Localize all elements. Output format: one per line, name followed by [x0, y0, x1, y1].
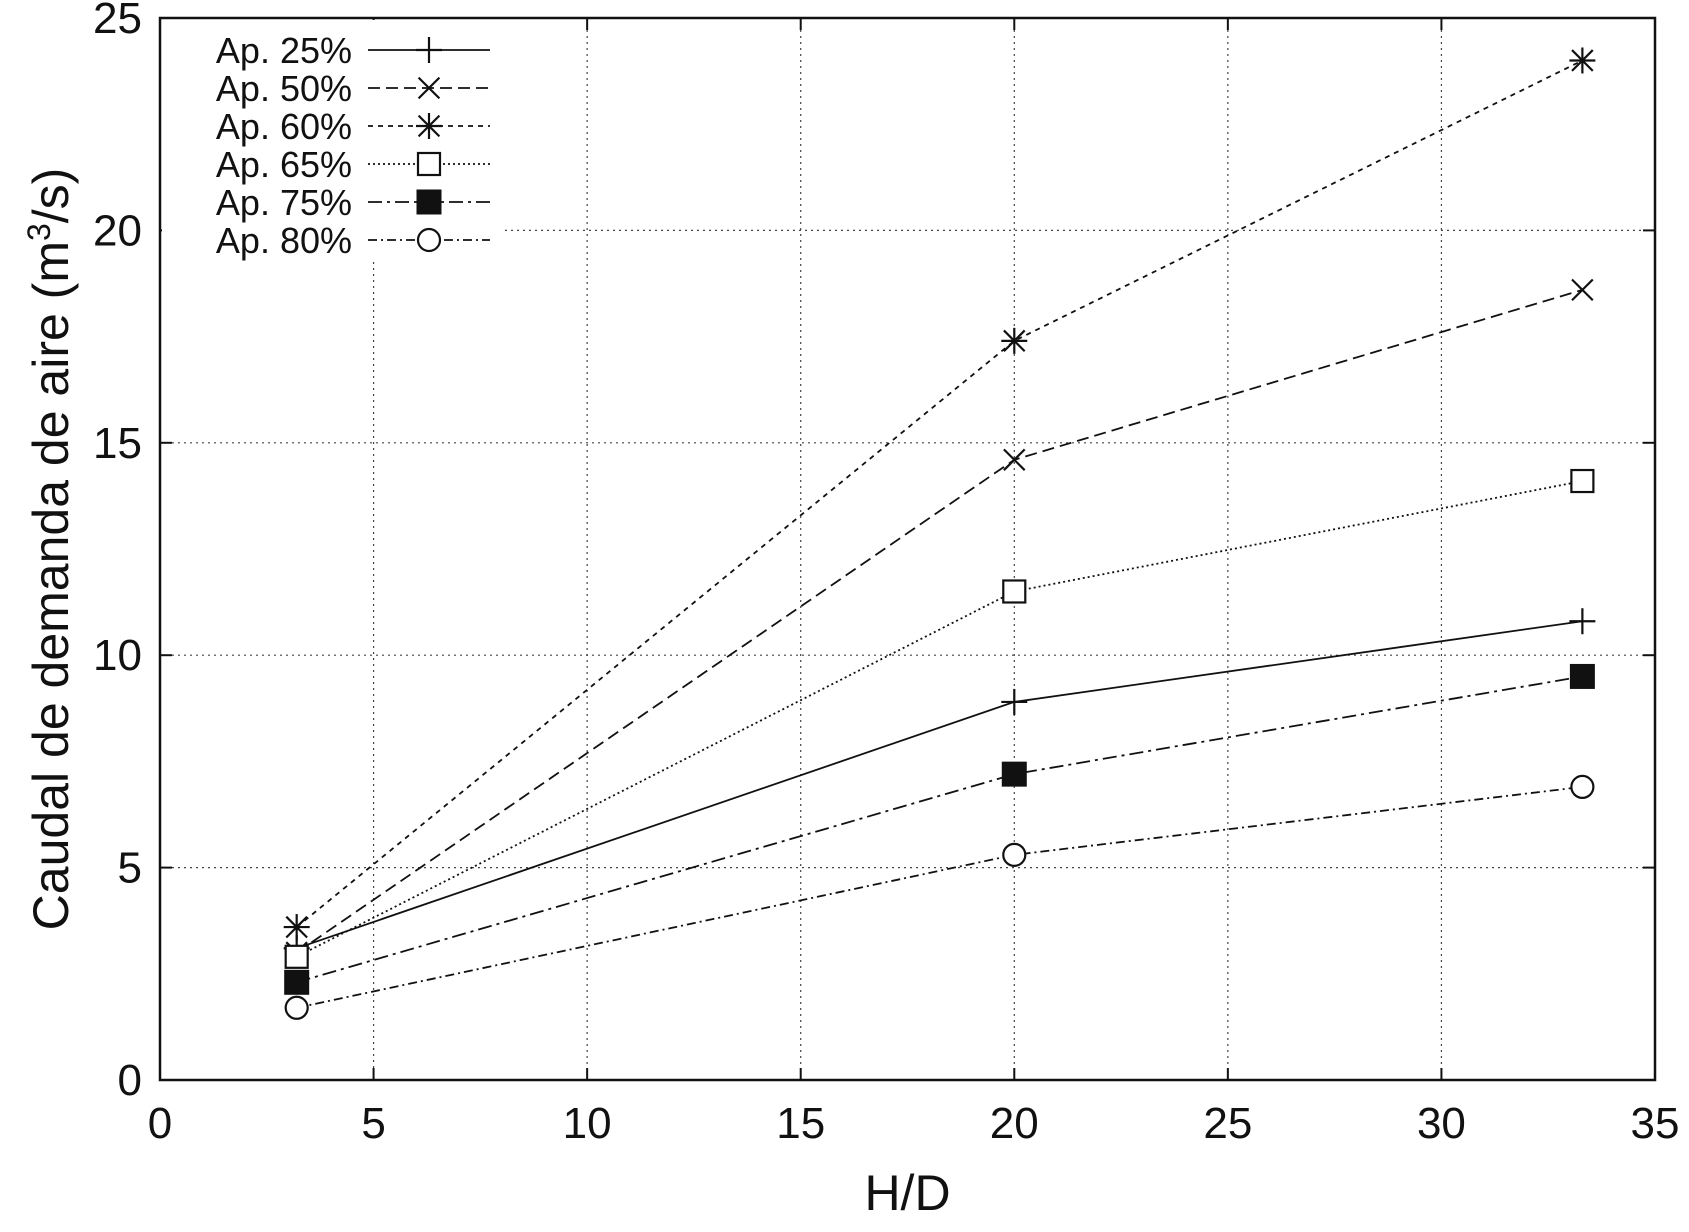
data-point-marker — [417, 76, 441, 100]
y-axis-title-superscript: 3 — [21, 223, 57, 241]
legend-label: Ap. 80% — [216, 220, 352, 261]
y-tick-label: 25 — [93, 0, 142, 43]
marker-square — [284, 944, 309, 969]
legend-entry: Ap. 75% — [216, 182, 490, 223]
legend-label: Ap. 75% — [216, 182, 352, 223]
series-line — [296, 620, 1583, 950]
x-tick-label: 35 — [1631, 1099, 1680, 1148]
marker-stroke — [417, 114, 441, 138]
marker-stroke — [1003, 329, 1026, 353]
marker-square — [1001, 761, 1027, 787]
series-line — [296, 289, 1583, 954]
data-point-marker — [1003, 448, 1026, 471]
x-tick-label: 25 — [1203, 1099, 1252, 1148]
data-point-marker — [416, 151, 442, 177]
data-point-marker — [1570, 774, 1595, 799]
marker-square — [416, 151, 442, 177]
legend-label: Ap. 25% — [216, 30, 352, 71]
data-point-marker — [284, 969, 310, 995]
data-point-marker — [1001, 761, 1027, 787]
legend-label: Ap. 65% — [216, 144, 352, 185]
data-point-marker — [416, 189, 442, 215]
series-ap-50- — [285, 278, 1594, 964]
series-ap-75- — [284, 663, 1595, 995]
data-point-marker — [416, 37, 442, 63]
data-point-marker — [284, 944, 309, 969]
series-ap-80- — [284, 774, 1595, 1020]
axis-ticks: 0 5 10 15 20 25 30 35 0 5 10 15 20 25 — [93, 0, 1679, 1148]
x-tick-label: 20 — [990, 1099, 1039, 1148]
y-axis-title-main: Caudal de demanda de aire (m — [23, 241, 79, 930]
data-point-marker — [283, 914, 310, 941]
data-point-marker — [1571, 278, 1594, 302]
marker-stroke — [285, 915, 308, 939]
y-tick-label: 10 — [93, 631, 142, 680]
legend-label: Ap. 50% — [216, 68, 352, 109]
legend-entry: Ap. 65% — [216, 144, 490, 185]
x-axis-title: H/D — [864, 1165, 950, 1221]
legend-entry: Ap. 60% — [216, 106, 490, 147]
marker-stroke — [1571, 49, 1594, 72]
data-point-marker — [1570, 468, 1595, 494]
data-point-marker — [1569, 47, 1596, 74]
marker-square — [1002, 579, 1027, 604]
data-point-marker — [1001, 327, 1028, 354]
x-tick-label: 10 — [563, 1099, 612, 1148]
marker-circle — [416, 227, 442, 253]
series-ap-60- — [283, 47, 1596, 941]
marker-stroke — [1003, 448, 1026, 471]
marker-square — [1569, 663, 1595, 689]
series-line — [296, 785, 1583, 1009]
marker-stroke — [1571, 278, 1594, 302]
y-tick-label: 5 — [118, 844, 142, 893]
series-ap-65- — [284, 468, 1595, 969]
y-axis-title: Caudal de demanda de aire (m3/s) — [21, 168, 79, 931]
data-point-marker — [1002, 842, 1027, 867]
data-point-marker — [1569, 608, 1596, 635]
x-tick-label: 5 — [361, 1099, 385, 1148]
data-point-marker — [1002, 579, 1027, 604]
series-ap-25- — [283, 608, 1596, 962]
marker-circle — [1570, 774, 1595, 799]
marker-circle — [284, 995, 309, 1020]
data-point-marker — [416, 113, 442, 139]
data-point-marker — [1569, 663, 1595, 689]
series-layer — [283, 47, 1596, 1020]
x-tick-label: 30 — [1417, 1099, 1466, 1148]
legend-entry: Ap. 25% — [216, 30, 490, 71]
y-axis-title-tail: /s) — [23, 168, 79, 224]
data-point-marker — [1001, 688, 1028, 715]
marker-square — [416, 189, 442, 215]
grid — [160, 18, 1655, 1080]
legend: Ap. 25%Ap. 50%Ap. 60%Ap. 65%Ap. 75%Ap. 8… — [162, 20, 505, 262]
legend-entry: Ap. 80% — [216, 220, 490, 261]
x-tick-label: 0 — [148, 1099, 172, 1148]
legend-background — [162, 20, 505, 262]
marker-circle — [1002, 842, 1027, 867]
legend-entry: Ap. 50% — [216, 68, 490, 109]
data-point-marker — [284, 995, 309, 1020]
marker-square — [1570, 468, 1595, 494]
marker-square — [284, 969, 310, 995]
y-tick-label: 15 — [93, 419, 142, 468]
data-point-marker — [416, 227, 442, 253]
series-line — [296, 675, 1583, 984]
marker-stroke — [417, 76, 441, 100]
y-tick-label: 0 — [118, 1056, 142, 1105]
plot-frame — [158, 16, 1657, 1082]
series-line — [296, 480, 1583, 958]
y-tick-label: 20 — [93, 206, 142, 255]
x-tick-label: 15 — [776, 1099, 825, 1148]
legend-label: Ap. 60% — [216, 106, 352, 147]
